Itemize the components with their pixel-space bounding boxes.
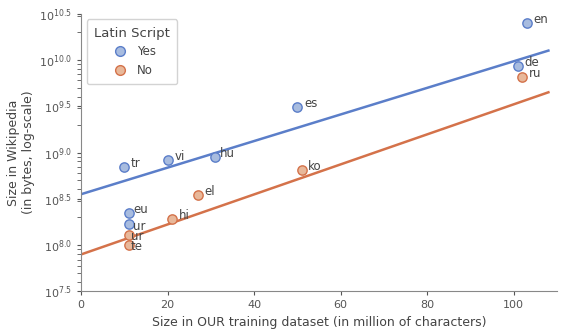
Point [514, 64, 523, 69]
Point [120, 164, 129, 170]
Text: eu: eu [133, 203, 148, 216]
Point [124, 221, 133, 226]
Point [124, 211, 133, 216]
Text: hi: hi [178, 209, 190, 222]
Point [211, 154, 220, 160]
Text: vi: vi [174, 150, 184, 163]
Point [297, 167, 306, 172]
Text: ru: ru [529, 67, 541, 80]
Point [522, 20, 531, 26]
Point [168, 217, 177, 222]
Text: ko: ko [309, 160, 322, 173]
Text: tr: tr [131, 157, 140, 170]
Text: ur: ur [133, 220, 146, 233]
Y-axis label: Size in Wikipedia
(in bytes, log-scale): Size in Wikipedia (in bytes, log-scale) [7, 91, 35, 214]
Point [124, 243, 133, 248]
Text: de: de [525, 56, 539, 70]
Text: te: te [131, 240, 143, 253]
Text: es: es [304, 97, 318, 110]
Text: el: el [205, 185, 215, 198]
Legend: Yes, No: Yes, No [87, 19, 177, 84]
Point [163, 157, 172, 163]
Point [193, 192, 202, 198]
Point [518, 75, 527, 80]
Text: hu: hu [219, 147, 235, 160]
Text: ur: ur [131, 230, 143, 243]
X-axis label: Size in OUR training dataset (in million of characters): Size in OUR training dataset (in million… [152, 316, 486, 329]
Point [293, 104, 302, 110]
Point [124, 232, 133, 237]
Text: en: en [533, 13, 548, 26]
